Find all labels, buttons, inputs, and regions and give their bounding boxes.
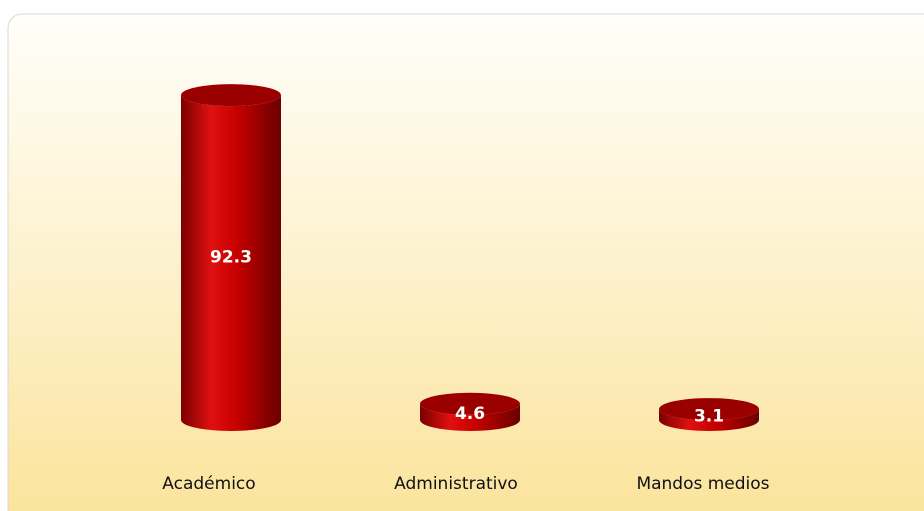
bar-top: [420, 392, 520, 415]
data-label: 92.3: [210, 248, 252, 268]
x-tick-label: Administrativo: [394, 474, 518, 494]
x-tick-label: Mandos medios: [636, 474, 769, 494]
data-label: 3.1: [694, 407, 724, 427]
bar: [420, 403, 520, 431]
bar-top: [181, 84, 281, 107]
data-label: 4.6: [455, 404, 485, 424]
chart-background: [7, 13, 924, 511]
plot-area: 92.3 Académico 4.6 Administrativo 3.1 Mandos …: [162, 84, 770, 494]
bar: [181, 95, 281, 431]
x-tick-label: Académico: [162, 474, 255, 494]
bar: [659, 409, 759, 431]
bar-top: [659, 398, 759, 421]
